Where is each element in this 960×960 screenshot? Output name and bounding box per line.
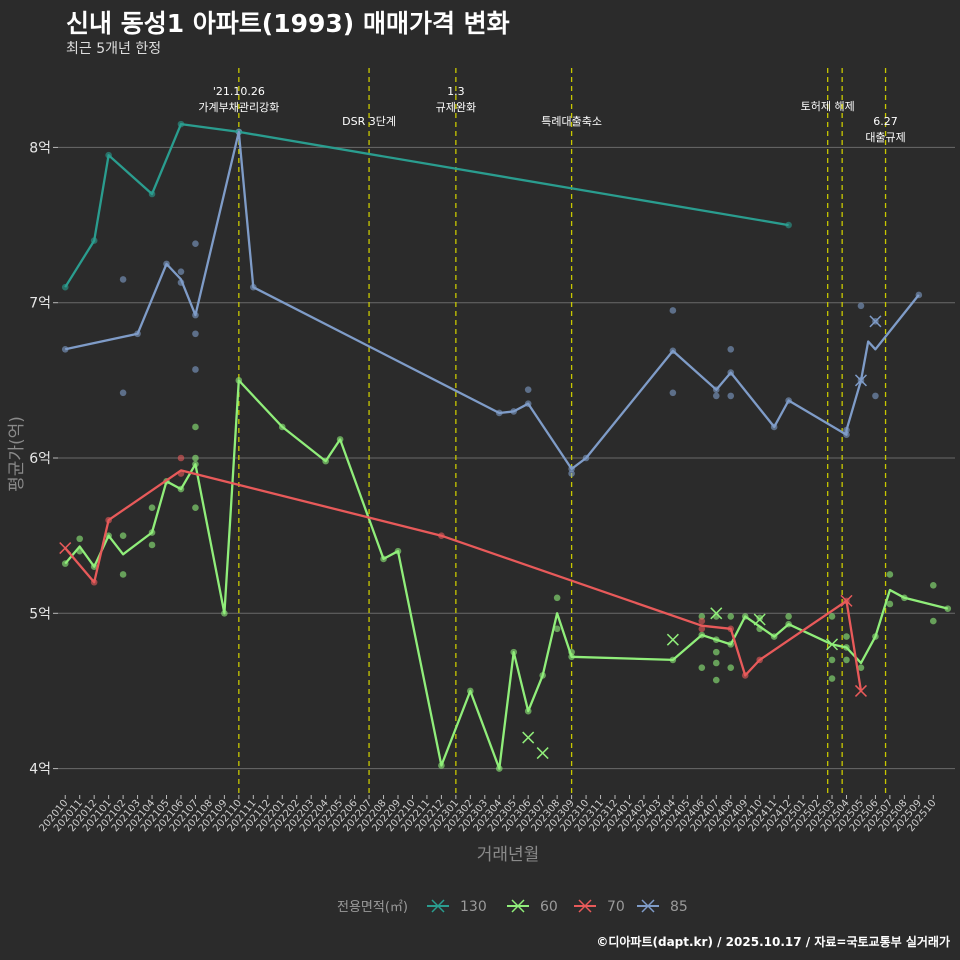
data-point-60 — [712, 659, 720, 667]
data-point-60 — [727, 613, 735, 620]
cross-marker-60 — [710, 607, 723, 620]
y-tick-label: 5억 — [29, 606, 51, 622]
data-point-85 — [119, 276, 127, 283]
event-label: 1.3 규제완화 — [436, 85, 476, 114]
cross-marker-60 — [825, 638, 839, 651]
data-point-85 — [712, 392, 720, 400]
legend-item-60: 60 — [507, 899, 558, 915]
cross-marker-60 — [522, 731, 535, 744]
data-point-60 — [148, 504, 156, 512]
data-point-60 — [119, 532, 127, 539]
data-point-60 — [727, 664, 735, 671]
chart-title: 신내 동성1 아파트(1993) 매매가격 변화 — [66, 9, 510, 38]
data-point-60 — [698, 613, 706, 620]
data-point-85 — [872, 392, 879, 400]
data-point-85 — [669, 389, 677, 397]
cross-marker-85 — [854, 374, 867, 387]
y-tick-label: 7억 — [29, 296, 51, 312]
cross-marker-60 — [753, 613, 766, 626]
legend-label: 70 — [607, 899, 625, 915]
data-point-85 — [857, 302, 865, 310]
data-point-85 — [177, 268, 185, 275]
data-point-60 — [828, 656, 836, 664]
data-point-60 — [886, 571, 894, 578]
event-label: 특례대출축소 — [541, 115, 602, 128]
data-point-60 — [843, 656, 850, 664]
data-point-60 — [553, 625, 561, 633]
series-line-130 — [64, 122, 789, 288]
data-point-60 — [192, 423, 199, 431]
cross-marker-60 — [536, 747, 549, 760]
x-axis-title: 거래년월 — [477, 845, 540, 865]
data-point-60 — [698, 664, 706, 671]
series-line-60 — [64, 379, 949, 770]
event-label: '21.10.26 가계부채관리강화 — [198, 85, 279, 114]
event-label: 토허제 해제 — [801, 99, 855, 113]
cross-marker-70 — [59, 542, 72, 555]
data-point-60 — [756, 614, 763, 622]
data-point-85 — [192, 330, 199, 338]
y-axis-title: 평균가(억) — [7, 416, 27, 492]
series-line-70 — [64, 469, 863, 692]
data-point-60 — [76, 535, 84, 543]
data-point-60 — [857, 664, 865, 671]
grid-layer — [58, 146, 955, 770]
data-point-60 — [148, 541, 156, 549]
event-label: 6.27 대출규제 — [865, 115, 905, 144]
cross-marker-60 — [666, 633, 679, 646]
data-point-85 — [119, 389, 127, 397]
data-point-130 — [785, 221, 792, 229]
cross-marker-70 — [840, 594, 853, 607]
data-point-70 — [698, 617, 706, 625]
event-label: DSR 3단계 — [342, 115, 396, 128]
chart-subtitle: 최근 5개년 한정 — [66, 41, 162, 57]
data-point-60 — [843, 633, 850, 640]
legend-item-85: 85 — [637, 899, 688, 915]
legend-item-130: 130 — [427, 899, 487, 915]
cross-marker-70 — [854, 684, 867, 697]
legend: 전용면적(㎡) 130 60 70 85 — [337, 899, 688, 915]
data-point-85 — [568, 470, 575, 477]
data-point-60 — [886, 600, 894, 608]
data-point-60 — [119, 571, 127, 578]
data-point-60 — [929, 582, 937, 589]
data-point-60 — [192, 504, 199, 512]
data-point-85 — [727, 392, 735, 400]
y-tick-label: 8억 — [29, 140, 51, 156]
source-caption: ©디아파트(dapt.kr) / 2025.10.17 / 자료=국토교통부 실… — [596, 935, 950, 949]
data-point-60 — [712, 676, 720, 684]
data-point-85 — [192, 240, 199, 247]
axis-layer: 4억5억6억7억8억202010202011202012202101202102… — [29, 140, 938, 834]
data-point-60 — [553, 594, 561, 602]
legend-title: 전용면적(㎡) — [337, 900, 408, 915]
y-tick-label: 6억 — [29, 451, 51, 467]
data-point-60 — [785, 613, 792, 620]
series-layer — [59, 120, 952, 772]
data-point-70 — [698, 625, 706, 633]
legend-item-70: 70 — [574, 899, 625, 915]
data-point-85 — [669, 307, 677, 314]
data-point-60 — [929, 617, 937, 625]
y-tick-label: 4억 — [29, 762, 51, 778]
data-point-85 — [524, 386, 532, 393]
data-point-60 — [828, 613, 836, 620]
data-point-70 — [177, 454, 185, 462]
data-point-60 — [192, 454, 199, 462]
legend-label: 130 — [460, 899, 487, 915]
data-point-60 — [712, 648, 720, 656]
data-point-85 — [192, 366, 199, 373]
series-line-85 — [64, 130, 920, 471]
data-point-85 — [727, 345, 735, 353]
cross-marker-85 — [869, 315, 882, 328]
legend-label: 85 — [670, 899, 688, 915]
data-point-60 — [828, 675, 836, 682]
legend-label: 60 — [540, 899, 558, 915]
